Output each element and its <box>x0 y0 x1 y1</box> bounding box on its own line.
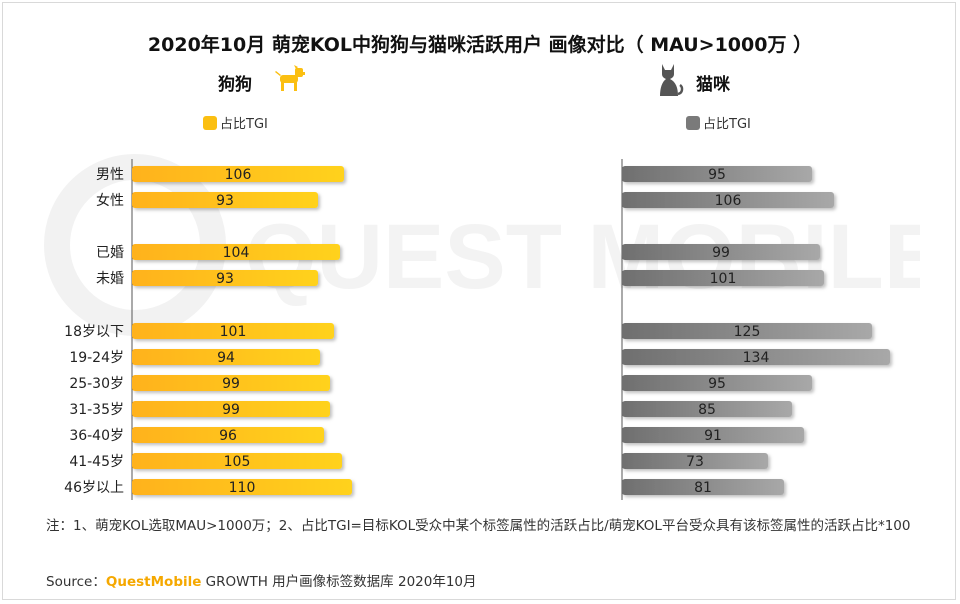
category-label: 未婚 <box>96 271 124 287</box>
category-label: 46岁以上 <box>64 480 124 496</box>
dog-value-label: 93 <box>216 193 234 209</box>
cat-value-label: 91 <box>704 428 722 444</box>
cat-legend: 占比TGI <box>686 113 751 132</box>
cat-bar <box>622 453 768 469</box>
cat-value-label: 81 <box>694 480 712 496</box>
dog-bar <box>132 479 352 495</box>
dog-icon <box>272 64 306 98</box>
dog-value-label: 101 <box>220 324 247 340</box>
cat-bar <box>622 427 804 443</box>
cat-bar <box>622 349 890 365</box>
source-prefix: Source： <box>46 574 106 590</box>
dog-bar <box>132 270 318 286</box>
dog-value-label: 94 <box>217 350 235 366</box>
dog-value-label: 99 <box>222 376 240 392</box>
category-label: 19-24岁 <box>69 350 124 366</box>
cat-value-label: 85 <box>698 402 716 418</box>
cat-bar <box>622 192 834 208</box>
footnote: 注：1、萌宠KOL选取MAU>1000万；2、占比TGI=目标KOL受众中某个标… <box>46 518 911 534</box>
cat-legend-label: 占比TGI <box>703 117 751 132</box>
cat-value-label: 125 <box>734 324 761 340</box>
category-label: 31-35岁 <box>69 402 124 418</box>
cat-value-label: 134 <box>743 350 770 366</box>
dog-value-label: 96 <box>219 428 237 444</box>
cat-value-label: 95 <box>708 167 726 183</box>
dog-bar <box>132 453 342 469</box>
dog-bar <box>132 401 330 417</box>
dog-legend-label: 占比TGI <box>220 117 268 132</box>
cat-legend-swatch <box>686 115 700 130</box>
dog-value-label: 110 <box>229 480 256 496</box>
dog-legend-swatch <box>203 115 217 130</box>
source-suffix: GROWTH 用户画像标签数据库 2020年10月 <box>201 574 477 590</box>
dog-value-label: 105 <box>224 454 251 470</box>
cat-value-label: 73 <box>686 454 704 470</box>
category-label: 25-30岁 <box>69 376 124 392</box>
category-label: 41-45岁 <box>69 454 124 470</box>
dog-value-label: 104 <box>223 245 250 261</box>
cat-value-label: 106 <box>715 193 742 209</box>
category-label: 36-40岁 <box>69 428 124 444</box>
category-label: 女性 <box>96 193 124 209</box>
chart-title: 2020年10月 萌宠KOL中狗狗与猫咪活跃用户 画像对比（ MAU>1000万… <box>147 34 813 56</box>
source-line: Source：QuestMobile GROWTH 用户画像标签数据库 2020… <box>46 570 477 590</box>
category-label: 男性 <box>96 167 124 183</box>
source-brand: QuestMobile <box>105 574 202 590</box>
cat-icon <box>656 60 684 102</box>
dog-legend: 占比TGI <box>203 113 268 132</box>
dog-bar <box>132 166 344 182</box>
dog-group-label: 狗狗 <box>218 75 252 95</box>
cat-group-label: 猫咪 <box>696 75 730 95</box>
dog-value-label: 99 <box>222 402 240 418</box>
cat-bar <box>622 479 784 495</box>
dog-bar <box>132 192 318 208</box>
dog-bar <box>132 323 334 339</box>
cat-bar <box>622 244 820 260</box>
category-label: 已婚 <box>96 245 124 261</box>
cat-value-label: 99 <box>712 245 730 261</box>
cat-bar <box>622 323 872 339</box>
cat-bar <box>622 401 792 417</box>
dog-bar <box>132 427 324 443</box>
cat-bar <box>622 270 824 286</box>
cat-bar <box>622 166 812 182</box>
category-label: 18岁以下 <box>64 324 124 340</box>
cat-value-label: 95 <box>708 376 726 392</box>
category-labels: 男性女性已婚未婚 18岁以下 19-24岁 25-30岁 31-35岁 36-40岁 41-… <box>0 0 124 604</box>
cat-bar <box>622 375 812 391</box>
dog-value-label: 93 <box>216 271 234 287</box>
dog-value-label: 106 <box>225 167 252 183</box>
dog-bar <box>132 244 340 260</box>
dog-bar <box>132 349 320 365</box>
cat-value-label: 101 <box>710 271 737 287</box>
dog-bar <box>132 375 330 391</box>
